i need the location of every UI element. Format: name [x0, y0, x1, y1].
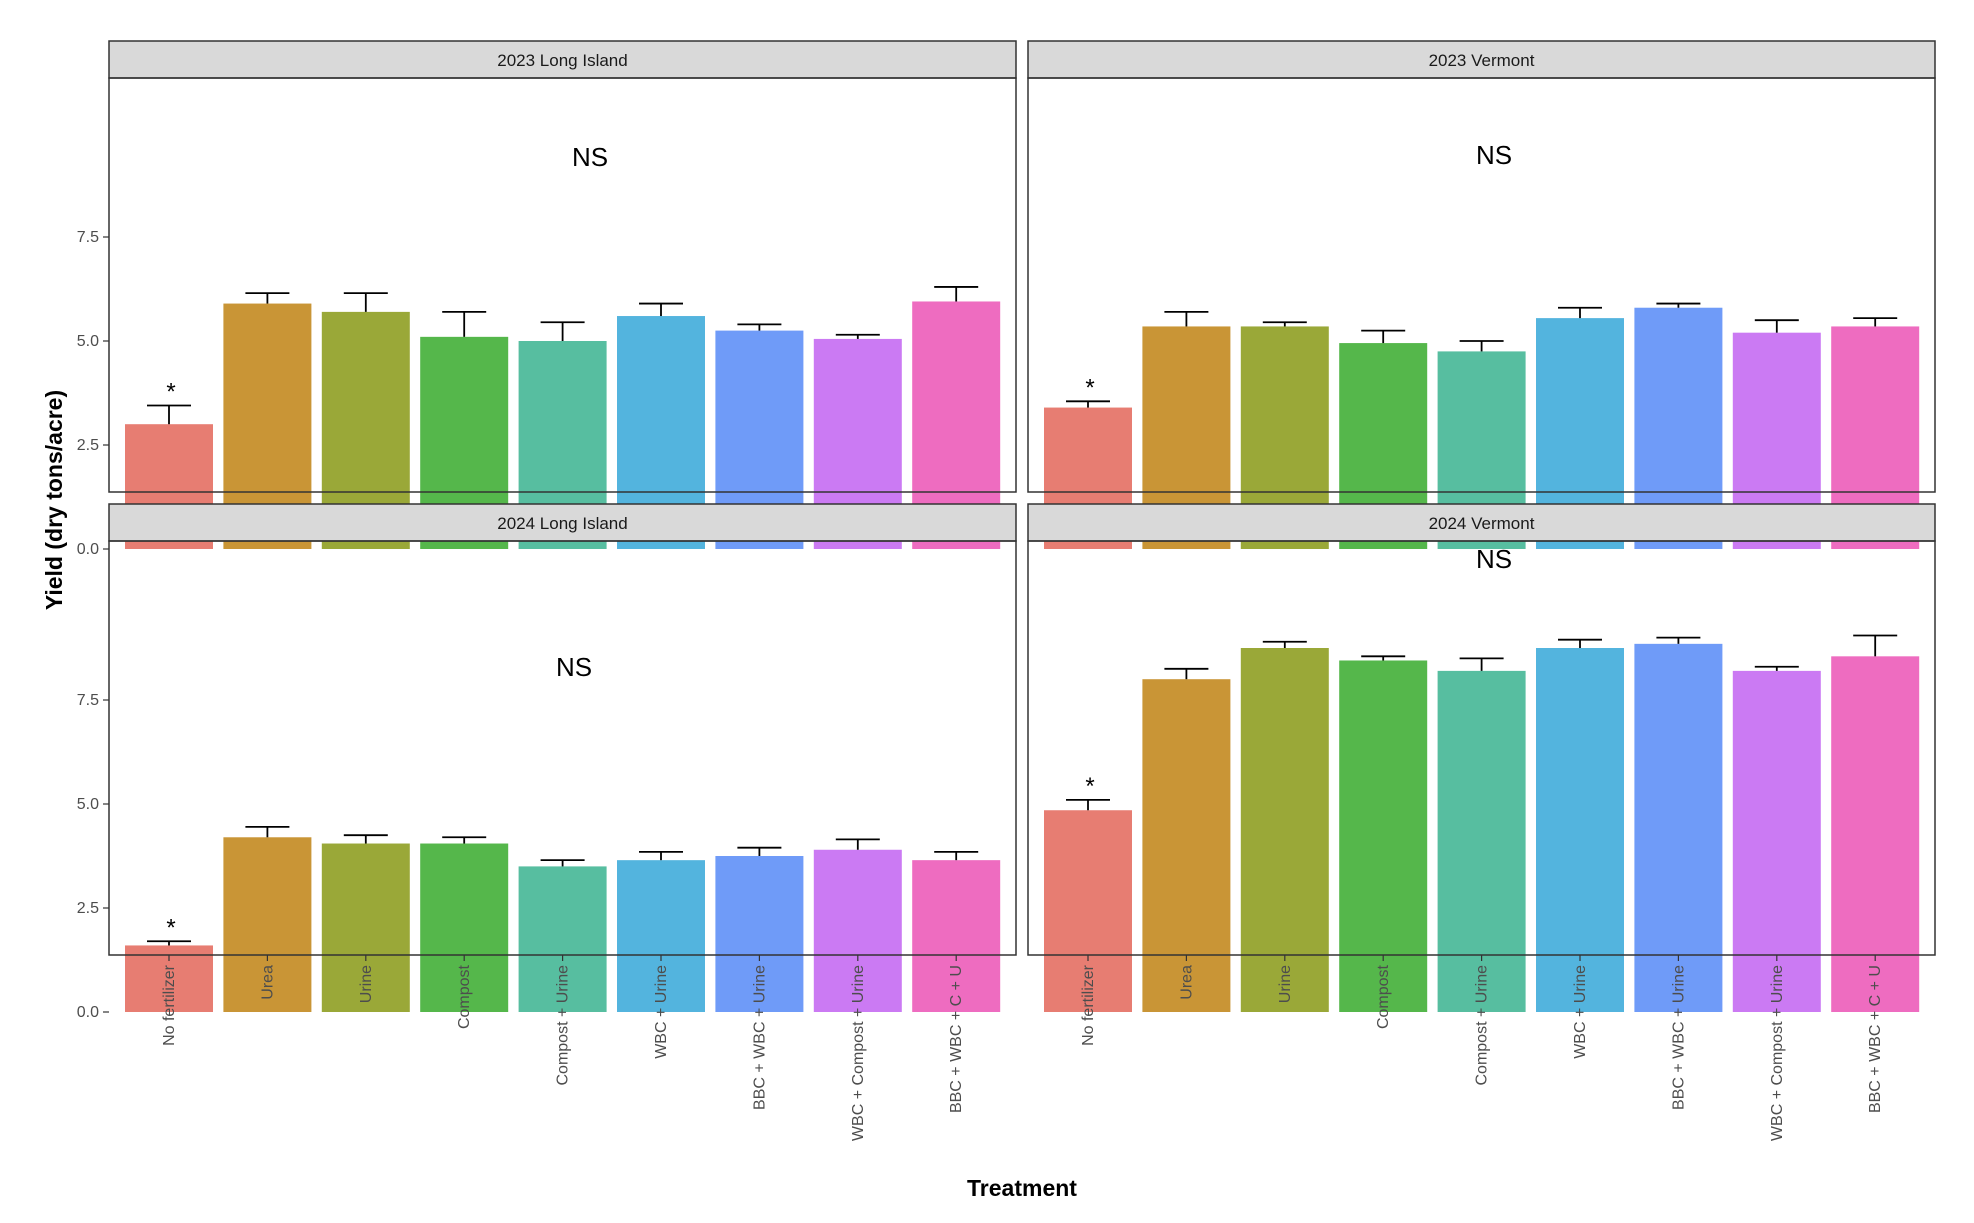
facet-strip-label: 2024 Long Island — [497, 514, 627, 533]
facet-strip-label: 2023 Vermont — [1429, 51, 1535, 70]
bar — [617, 860, 705, 1012]
bar — [1634, 643, 1723, 1012]
bar — [1339, 660, 1428, 1012]
panel-2024-long-island: 2024 Long Island * No fertilizer Urea Urine C… — [77, 503, 1017, 1141]
ns-annotation: NS — [556, 652, 592, 682]
x-tick-label: BBC + WBC + Urine — [751, 965, 768, 1110]
y-axis-title: Yield (dry tons/acre) — [41, 390, 67, 610]
x-tick-label: Compost — [1375, 964, 1392, 1029]
y-tick-label: 2.5 — [77, 437, 99, 454]
x-tick-label: No fertilizer — [161, 964, 178, 1046]
bar — [1142, 679, 1231, 1012]
y-tick-label: 0.0 — [77, 541, 99, 558]
significance-star: * — [1085, 773, 1094, 800]
y-tick-label: 7.5 — [77, 692, 99, 709]
panel-border — [1027, 77, 1936, 493]
facet-strip — [108, 40, 1017, 79]
x-tick-label: BBC + WBC + C + U — [1867, 965, 1884, 1113]
bar — [912, 860, 1001, 1012]
panel-2024-vermont: 2024 Vermont * No fertilizer Urea Urine Compo… — [1027, 503, 1936, 1141]
x-tick-label: WBC + Compost + Urine — [1769, 965, 1786, 1141]
panel-border — [108, 77, 1017, 493]
ns-annotation: NS — [1476, 544, 1512, 574]
bar — [518, 866, 607, 1012]
x-tick-label: Compost + Urine — [555, 965, 572, 1086]
facet-strip — [1027, 40, 1936, 79]
panel-2023-long-island: 2023 Long Island * NS 0.0 2.5 5.0 7.5 — [77, 40, 1017, 558]
x-tick-label: Urine — [358, 965, 375, 1003]
y-tick-label: 0.0 — [77, 1004, 99, 1021]
panel-2023-vermont: 2023 Vermont * NS — [1027, 40, 1936, 549]
ns-annotation: NS — [1476, 140, 1512, 170]
significance-star: * — [166, 378, 175, 405]
x-axis-title: Treatment — [967, 1175, 1077, 1201]
x-tick-label: WBC + Urine — [1572, 965, 1589, 1059]
x-tick-label: WBC + Urine — [653, 965, 670, 1059]
x-tick-label: Compost — [456, 964, 473, 1029]
bar — [1831, 656, 1920, 1012]
significance-star: * — [166, 914, 175, 941]
bar — [223, 837, 312, 1012]
significance-star: * — [1085, 374, 1094, 401]
x-tick-label: Urea — [1178, 965, 1195, 1000]
facet-strip — [1027, 503, 1936, 542]
bar — [1044, 810, 1132, 1012]
x-tick-label: BBC + WBC + C + U — [948, 965, 965, 1113]
y-tick-label: 5.0 — [77, 796, 99, 813]
bar — [321, 843, 410, 1012]
x-tick-label: Urea — [259, 965, 276, 1000]
bar — [813, 849, 902, 1012]
facet-strip-label: 2024 Vermont — [1429, 514, 1535, 533]
x-tick-label: Urine — [1277, 965, 1294, 1003]
bar — [1240, 648, 1329, 1012]
bar — [420, 843, 509, 1012]
facet-strip-label: 2023 Long Island — [497, 51, 627, 70]
ns-annotation: NS — [572, 142, 608, 172]
x-tick-label: BBC + WBC + Urine — [1670, 965, 1687, 1110]
x-tick-label: Compost + Urine — [1474, 965, 1491, 1086]
x-tick-label: No fertilizer — [1080, 964, 1097, 1046]
y-tick-label: 7.5 — [77, 229, 99, 246]
y-tick-label: 5.0 — [77, 333, 99, 350]
y-tick-label: 2.5 — [77, 900, 99, 917]
bar — [1536, 648, 1624, 1012]
x-tick-label: WBC + Compost + Urine — [850, 965, 867, 1141]
bar — [715, 856, 804, 1012]
